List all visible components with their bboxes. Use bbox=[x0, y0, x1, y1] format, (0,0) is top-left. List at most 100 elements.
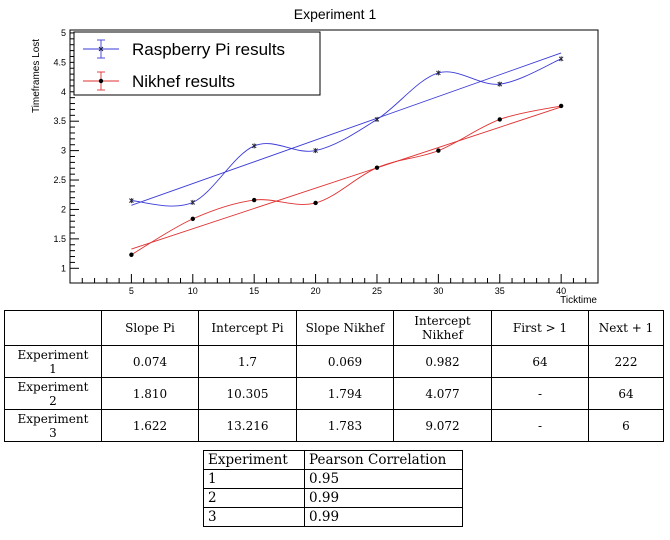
data-point bbox=[313, 148, 318, 154]
y-tick-label: 1 bbox=[61, 263, 66, 273]
x-tick-label: 20 bbox=[311, 286, 321, 296]
axes: 5 10 15 20 25 30 35 40 1 1.5 2 2.5 3 3.5 4 4.5 5 bbox=[53, 28, 587, 296]
cell-first-gt-1: - bbox=[491, 377, 589, 410]
table-row: Experiment 3 1.622 13.216 1.783 9.072 - 6 bbox=[4, 409, 664, 442]
cell-slope-pi: 0.074 bbox=[101, 345, 199, 378]
row-label: Experiment 1 bbox=[4, 345, 102, 378]
pearson-table: Experiment Pearson Correlation 1 0.95 2 … bbox=[203, 450, 463, 527]
row-label-line2: 1 bbox=[49, 361, 57, 376]
cell-slope-nikhef: 0.069 bbox=[296, 345, 394, 378]
chart-title: Experiment 1 bbox=[294, 6, 377, 22]
legend-entry: Nikhef results bbox=[83, 71, 235, 91]
cell-pearson: 0.95 bbox=[304, 469, 463, 489]
legend-marker bbox=[98, 78, 104, 84]
header-pearson: Pearson Correlation bbox=[304, 450, 463, 470]
data-point bbox=[190, 199, 196, 205]
legend-label: Nikhef results bbox=[132, 72, 235, 91]
header-label-col bbox=[4, 310, 102, 346]
pearson-header-row: Experiment Pearson Correlation bbox=[203, 450, 463, 470]
x-axis-label: Ticktime bbox=[560, 295, 597, 305]
x-tick-label: 5 bbox=[129, 286, 134, 296]
row-label-line2: 2 bbox=[49, 393, 57, 408]
data-point bbox=[129, 252, 134, 257]
fit-line bbox=[131, 106, 562, 250]
y-tick-label: 2 bbox=[61, 204, 66, 214]
y-tick-label: 4 bbox=[61, 87, 66, 97]
series-raspberry-pi bbox=[129, 52, 564, 207]
y-tick-label: 5 bbox=[61, 28, 66, 38]
row-label: Experiment 3 bbox=[4, 409, 102, 442]
cell-intercept-nikhef: 9.072 bbox=[393, 409, 492, 442]
legend-box bbox=[73, 31, 321, 96]
series-spline bbox=[131, 58, 562, 207]
cell-next-plus-1: 6 bbox=[588, 409, 664, 442]
header-slope-nikhef: Slope Nikhef bbox=[296, 310, 394, 346]
cell-intercept-nikhef: 4.077 bbox=[393, 377, 492, 410]
data-point bbox=[436, 70, 441, 76]
data-point bbox=[374, 165, 380, 170]
header-slope-pi: Slope Pi bbox=[101, 310, 199, 346]
header-intercept-nikhef: Intercept Nikhef bbox=[393, 310, 492, 346]
row-label-line2: 3 bbox=[49, 425, 57, 440]
results-header-row: Slope Pi Intercept Pi Slope Nikhef Inter… bbox=[4, 310, 664, 346]
y-axis-label: Timeframes Lost bbox=[31, 39, 42, 113]
chart: Experiment 1 5 10 15 20 25 30 35 40 1 1.5 2 2.5 3 3.5… bbox=[31, 6, 599, 305]
x-tick-label: 15 bbox=[249, 286, 259, 296]
table-row: Experiment 1 0.074 1.7 0.069 0.982 64 222 bbox=[4, 345, 664, 378]
y-tick-label: 1.5 bbox=[53, 234, 66, 244]
cell-first-gt-1: - bbox=[491, 409, 589, 442]
data-point bbox=[558, 56, 564, 62]
y-tick-label: 2.5 bbox=[53, 175, 66, 185]
table-row: 3 0.99 bbox=[203, 507, 463, 527]
cell-slope-nikhef: 1.794 bbox=[296, 377, 394, 410]
data-point bbox=[436, 148, 441, 153]
cell-intercept-pi: 13.216 bbox=[198, 409, 297, 442]
header-intercept-pi: Intercept Pi bbox=[198, 310, 297, 346]
cell-first-gt-1: 64 bbox=[491, 345, 589, 378]
cell-intercept-pi: 10.305 bbox=[198, 377, 297, 410]
data-point bbox=[374, 116, 380, 122]
results-table: Slope Pi Intercept Pi Slope Nikhef Inter… bbox=[4, 310, 664, 442]
cell-intercept-pi: 1.7 bbox=[198, 345, 297, 378]
cell-next-plus-1: 64 bbox=[588, 377, 664, 410]
data-point bbox=[313, 200, 318, 206]
legend-entry: Raspberry Pi results bbox=[83, 39, 285, 59]
cell-slope-nikhef: 1.783 bbox=[296, 409, 394, 442]
cell-pearson: 0.99 bbox=[304, 488, 463, 508]
legend: Raspberry Pi results Nikhef results bbox=[73, 31, 321, 96]
legend-label: Raspberry Pi results bbox=[132, 40, 285, 59]
series-spline bbox=[131, 105, 562, 256]
data-point bbox=[129, 198, 134, 204]
y-tick-label: 4.5 bbox=[53, 57, 66, 67]
data-point bbox=[251, 143, 257, 149]
header-experiment: Experiment bbox=[203, 450, 305, 470]
cell-experiment: 1 bbox=[203, 469, 305, 489]
row-label-line1: Experiment bbox=[17, 347, 89, 362]
row-label-line1: Experiment bbox=[17, 379, 89, 394]
header-next-plus-1: Next + 1 bbox=[588, 310, 664, 346]
cell-experiment: 3 bbox=[203, 507, 305, 527]
x-tick-label: 40 bbox=[556, 286, 566, 296]
series-layer bbox=[129, 52, 564, 257]
data-point bbox=[251, 197, 257, 203]
cell-experiment: 2 bbox=[203, 488, 305, 508]
cell-intercept-nikhef: 0.982 bbox=[393, 345, 492, 378]
table-row: 2 0.99 bbox=[203, 488, 463, 508]
cell-slope-pi: 1.622 bbox=[101, 409, 199, 442]
data-point bbox=[190, 216, 195, 222]
cell-next-plus-1: 222 bbox=[588, 345, 664, 378]
cell-pearson: 0.99 bbox=[304, 507, 463, 527]
y-tick-label: 3 bbox=[61, 146, 66, 156]
cell-slope-pi: 1.810 bbox=[101, 377, 199, 410]
row-label: Experiment 2 bbox=[4, 377, 102, 410]
row-label-line1: Experiment bbox=[17, 411, 89, 426]
data-point bbox=[558, 103, 564, 109]
x-tick-label: 30 bbox=[433, 286, 443, 296]
y-tick-label: 3.5 bbox=[53, 116, 66, 126]
data-point bbox=[497, 81, 503, 87]
legend-marker bbox=[98, 46, 104, 52]
x-tick-label: 25 bbox=[372, 286, 382, 296]
x-tick-label: 10 bbox=[188, 286, 198, 296]
x-tick-label: 35 bbox=[495, 286, 505, 296]
header-first-gt-1: First > 1 bbox=[491, 310, 589, 346]
